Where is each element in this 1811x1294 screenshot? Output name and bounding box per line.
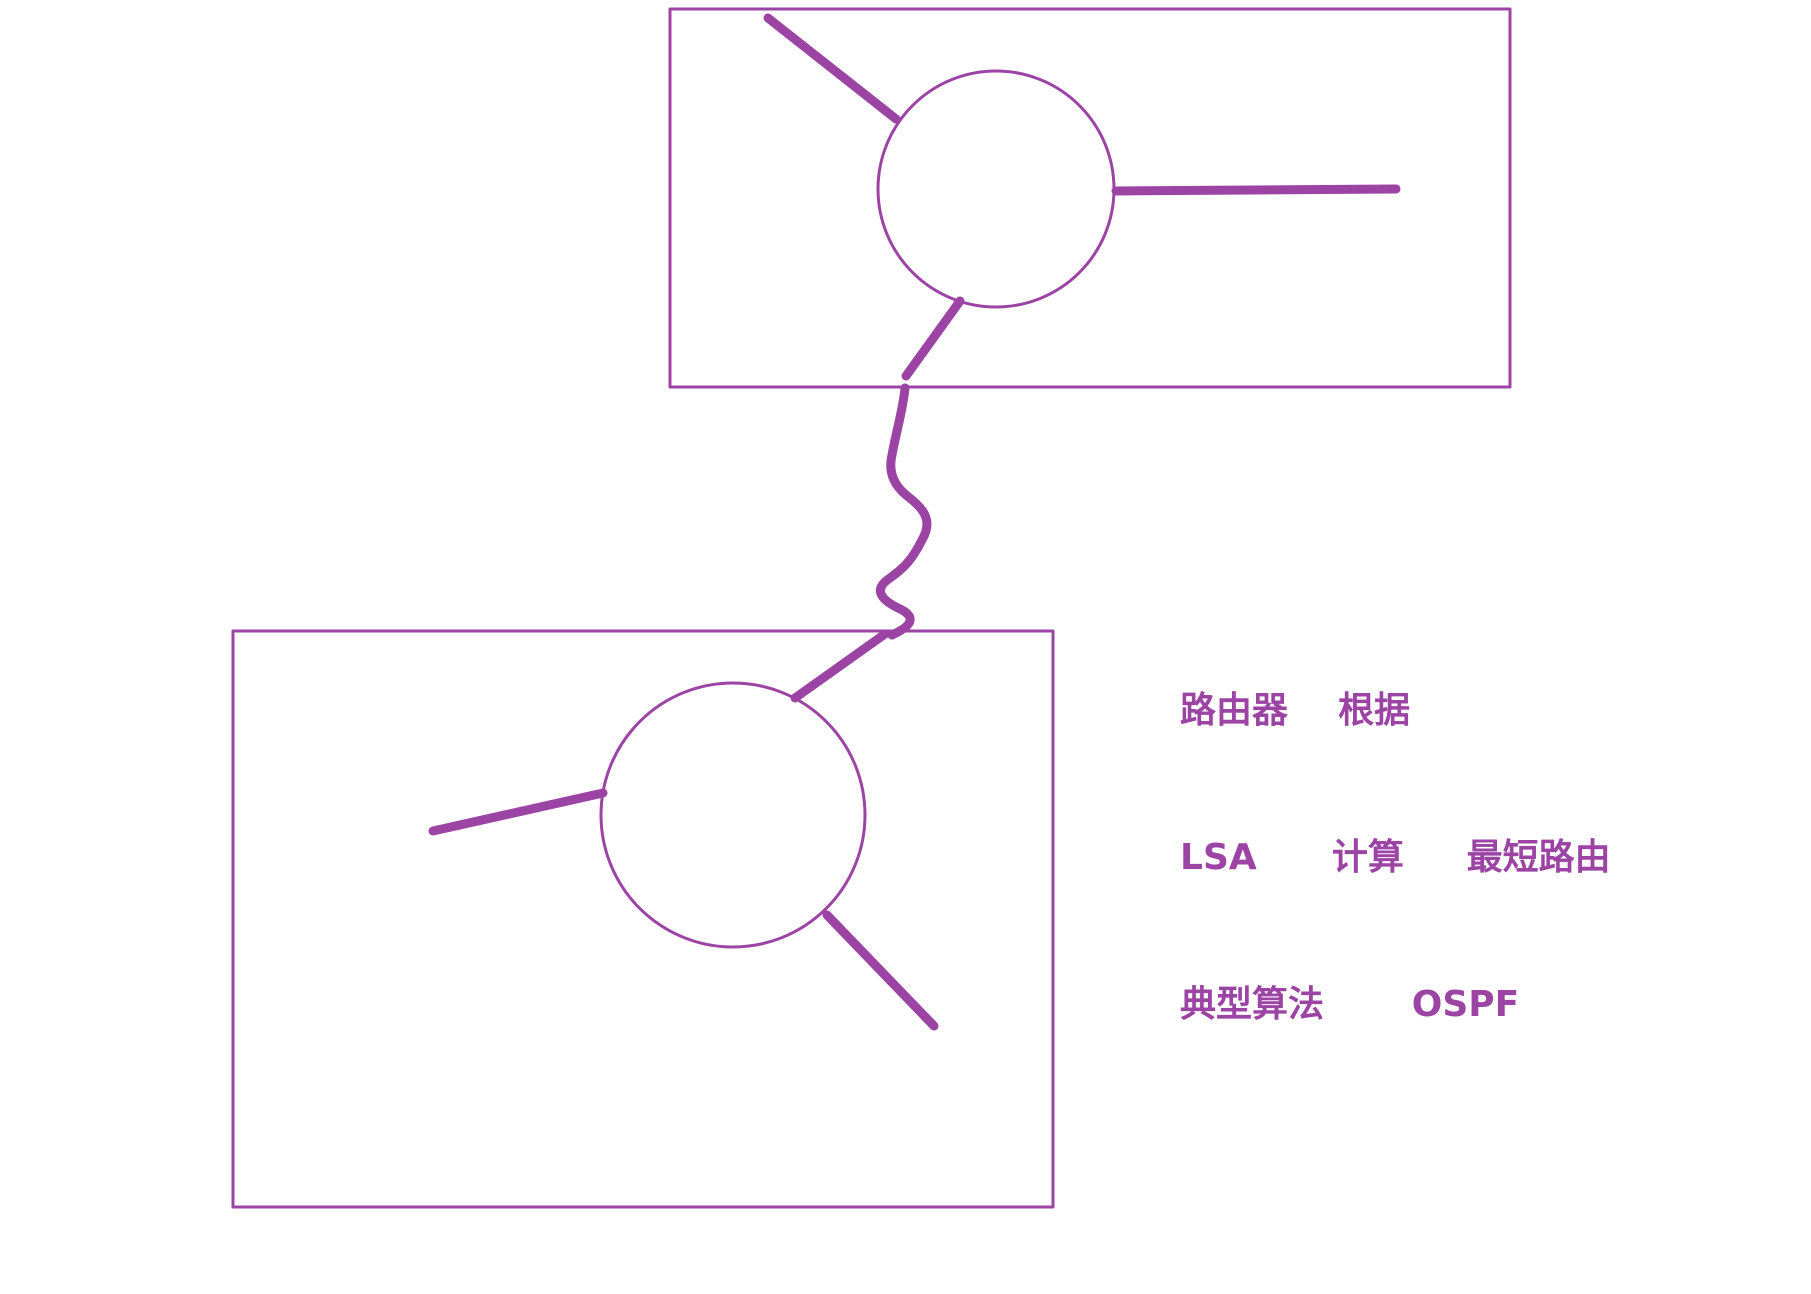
router-bottom: [599, 681, 867, 949]
link-bottom-left: [428, 788, 608, 836]
annotation-text: 路由器 根据 LSA 计算 最短路由 典型算法 OSPF: [1180, 588, 1611, 1078]
link-bottom-upper: [790, 629, 890, 703]
link-top-right: [1111, 184, 1401, 196]
link-top-lower: [901, 296, 965, 381]
router-top: [876, 69, 1116, 309]
area-box-bottom: [231, 629, 1055, 1209]
area-box-top: [668, 7, 1512, 389]
link-top-upper-left: [763, 13, 901, 124]
annotation-line-3: 典型算法 OSPF: [1180, 984, 1520, 1025]
link-bottom-lower-right: [822, 910, 939, 1031]
link-between-areas: [876, 383, 932, 640]
annotation-line-2: LSA 计算 最短路由: [1180, 837, 1611, 878]
annotation-line-1: 路由器 根据: [1180, 690, 1411, 731]
